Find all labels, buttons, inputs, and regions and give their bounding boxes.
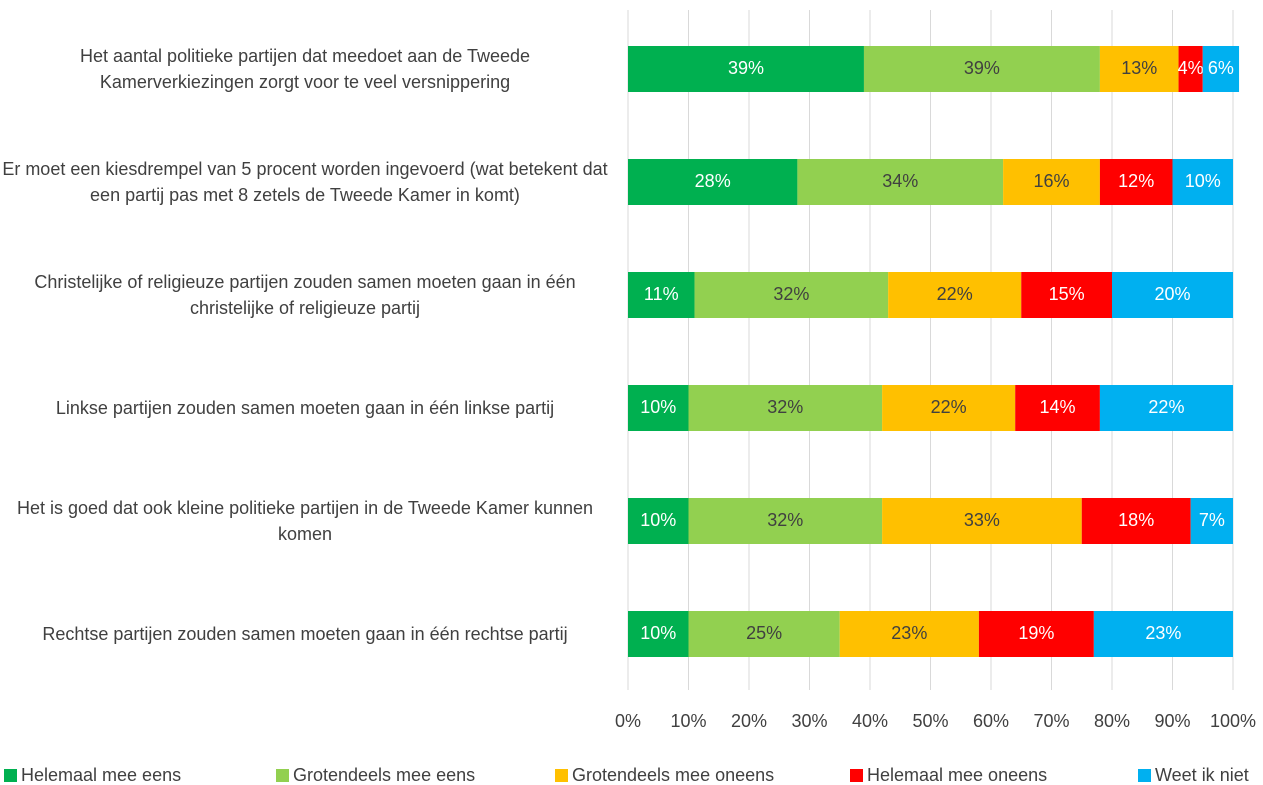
bar-segment [628, 498, 689, 544]
data-label: 22% [931, 397, 967, 417]
x-tick-label: 100% [1210, 711, 1256, 731]
data-label: 28% [695, 171, 731, 191]
data-label: 23% [1145, 623, 1181, 643]
data-label: 12% [1118, 171, 1154, 191]
legend-swatch [4, 769, 17, 782]
bar-segment [688, 385, 883, 431]
data-label: 11% [644, 284, 679, 304]
category-label: Rechtse partijen zouden samen moeten gaa… [42, 624, 568, 644]
data-label: 15% [1049, 284, 1085, 304]
x-tick-label: 40% [852, 711, 888, 731]
bar-segment [628, 46, 864, 92]
bar-segment [1003, 159, 1100, 205]
bar-segment [1093, 611, 1233, 657]
legend-swatch [850, 769, 863, 782]
x-tick-label: 50% [912, 711, 948, 731]
bar-segment [1178, 46, 1203, 92]
bar-segment [1099, 159, 1173, 205]
data-label: 10% [640, 510, 676, 530]
bar-segment [694, 272, 889, 318]
legend-label: Grotendeels mee oneens [572, 765, 774, 785]
data-label: 23% [891, 623, 927, 643]
bar-segment [1099, 46, 1179, 92]
data-label: 32% [773, 284, 809, 304]
bar-segment [628, 272, 695, 318]
data-label: 32% [767, 510, 803, 530]
data-label: 18% [1118, 510, 1154, 530]
legend-label: Weet ik niet [1155, 765, 1249, 785]
x-tick-label: 30% [791, 711, 827, 731]
data-label: 25% [746, 623, 782, 643]
category-label: Het aantal politieke partijen dat meedoe… [80, 46, 530, 92]
bar-segment [688, 611, 840, 657]
category-label: Christelijke of religieuze partijen zoud… [34, 272, 576, 318]
x-tick-label: 0% [615, 711, 641, 731]
x-tick-label: 70% [1033, 711, 1069, 731]
bar-segment [839, 611, 979, 657]
bar-segment [978, 611, 1094, 657]
x-tick-label: 20% [731, 711, 767, 731]
data-label: 13% [1121, 58, 1157, 78]
x-tick-label: 10% [670, 711, 706, 731]
bar-segment [797, 159, 1004, 205]
bar-segment [1172, 159, 1233, 205]
bar-segment [1190, 498, 1233, 544]
data-label: 10% [640, 623, 676, 643]
data-label: 4% [1178, 58, 1204, 78]
data-label: 22% [937, 284, 973, 304]
bar-segment [628, 159, 798, 205]
data-label: 16% [1033, 171, 1069, 191]
data-label: 14% [1040, 397, 1076, 417]
category-label: Er moet een kiesdrempel van 5 procent wo… [2, 159, 608, 205]
data-label: 20% [1154, 284, 1190, 304]
bar-segment [628, 385, 689, 431]
data-label: 19% [1018, 623, 1054, 643]
bar-segment [1112, 272, 1233, 318]
data-label: 39% [964, 58, 1000, 78]
x-tick-label: 60% [973, 711, 1009, 731]
bar-segment [1021, 272, 1112, 318]
x-tick-label: 80% [1094, 711, 1130, 731]
data-label: 6% [1208, 58, 1234, 78]
legend-label: Helemaal mee oneens [867, 765, 1047, 785]
legend-label: Grotendeels mee eens [293, 765, 475, 785]
bar-segment [1099, 385, 1233, 431]
data-label: 39% [728, 58, 764, 78]
category-label: Het is goed dat ook kleine politieke par… [16, 498, 594, 544]
data-label: 10% [1185, 171, 1221, 191]
legend-swatch [1138, 769, 1151, 782]
bar-segment [882, 385, 1016, 431]
bar-segment [1015, 385, 1100, 431]
legend-swatch [555, 769, 568, 782]
data-label: 7% [1199, 510, 1225, 530]
bar-segment [882, 498, 1082, 544]
bar-segment [628, 611, 689, 657]
legend-swatch [276, 769, 289, 782]
data-label: 22% [1148, 397, 1184, 417]
grid [627, 10, 1234, 690]
data-label: 34% [882, 171, 918, 191]
category-label: Linkse partijen zouden samen moeten gaan… [55, 398, 555, 418]
bar-segment [688, 498, 883, 544]
bar-segment [1081, 498, 1191, 544]
x-tick-label: 90% [1154, 711, 1190, 731]
bar-segment [863, 46, 1100, 92]
legend-label: Helemaal mee eens [21, 765, 181, 785]
data-label: 32% [767, 397, 803, 417]
bar-segment [888, 272, 1022, 318]
data-label: 33% [964, 510, 1000, 530]
data-label: 10% [640, 397, 676, 417]
bar-segment [1202, 46, 1240, 92]
